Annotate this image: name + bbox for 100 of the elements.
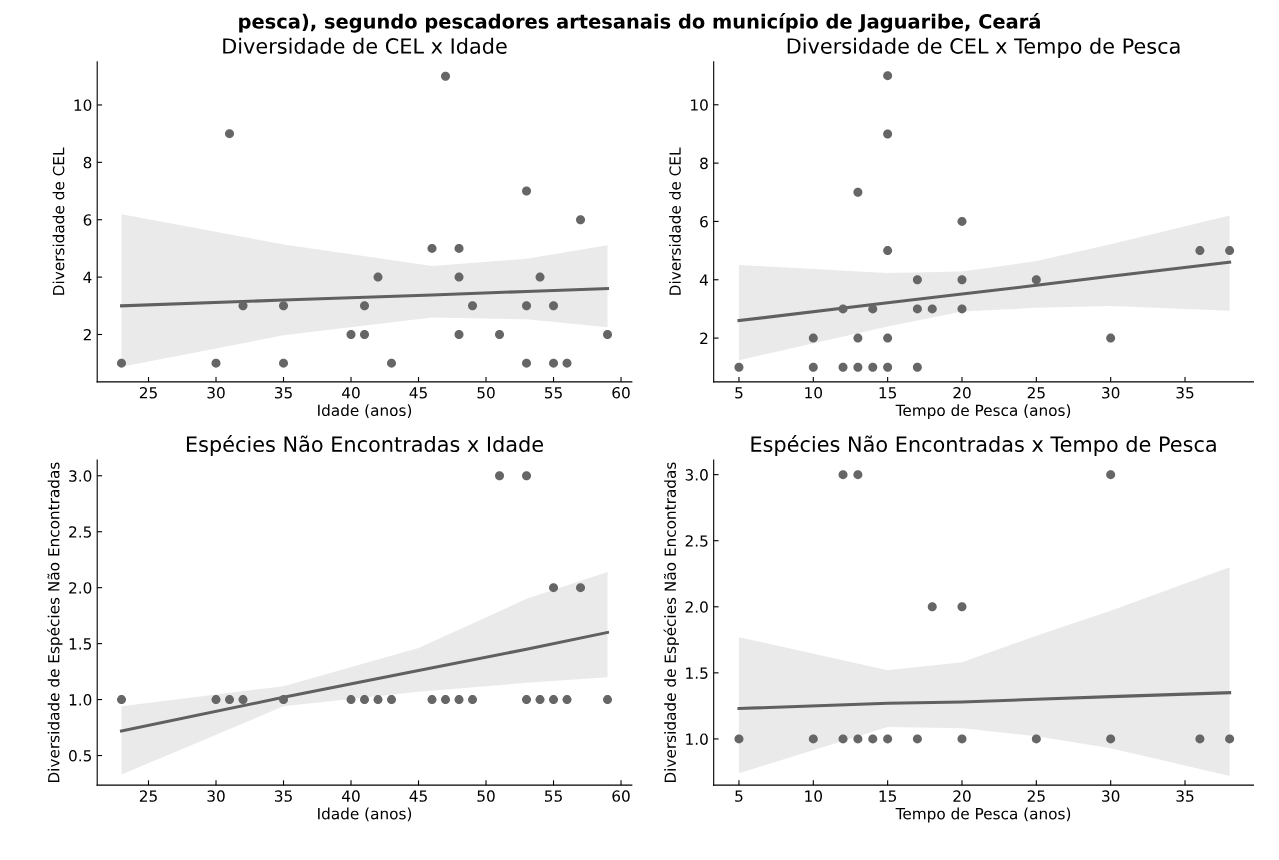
point xyxy=(238,695,248,705)
point xyxy=(883,333,893,343)
point xyxy=(522,471,532,481)
x-tick-label: 35 xyxy=(1176,386,1194,399)
point xyxy=(957,216,967,226)
x-tick-label: 25 xyxy=(1027,386,1045,399)
point xyxy=(603,330,613,339)
x-tick-label: 10 xyxy=(805,386,823,399)
y-axis-title: Diversidade de Espécies Não Encontradas xyxy=(663,462,679,783)
point xyxy=(441,71,451,81)
point xyxy=(1106,333,1116,343)
point xyxy=(468,301,478,311)
point xyxy=(360,695,370,705)
y-tick-label: 8 xyxy=(700,157,708,170)
point xyxy=(603,695,613,705)
point xyxy=(957,275,967,285)
y-tick-label: 2 xyxy=(83,328,91,341)
x-tick-label: 30 xyxy=(207,386,225,399)
point xyxy=(279,695,289,705)
point xyxy=(211,695,221,705)
point xyxy=(1195,734,1205,744)
point xyxy=(883,129,893,139)
point xyxy=(454,243,464,253)
x-tick-label: 30 xyxy=(1102,386,1120,399)
point xyxy=(454,330,464,339)
x-tick-label: 20 xyxy=(953,386,971,399)
point xyxy=(883,246,893,256)
y-tick-label: 2.5 xyxy=(69,526,92,538)
point xyxy=(225,695,235,705)
point xyxy=(853,333,863,343)
point xyxy=(225,129,235,139)
point xyxy=(808,734,818,744)
line-series xyxy=(737,691,1232,711)
text: pesca), segundo pescadores artesanais do município de Jaguaribe, Ceará xyxy=(239,12,1040,33)
x-tick-label: 25 xyxy=(1027,790,1045,802)
point xyxy=(1225,734,1235,744)
point xyxy=(562,695,572,705)
point xyxy=(853,734,863,744)
point xyxy=(576,583,586,593)
point xyxy=(868,304,878,314)
x-tick-label: 20 xyxy=(953,790,971,802)
point xyxy=(927,304,937,314)
point xyxy=(838,304,848,314)
point xyxy=(387,695,397,705)
point xyxy=(522,695,532,705)
point xyxy=(427,695,437,705)
y-axis-title: Diversidade de Espécies Não Encontradas xyxy=(47,462,63,783)
point xyxy=(576,215,586,225)
y-tick-label: 2.5 xyxy=(685,535,708,547)
y-tick-label: 3.0 xyxy=(69,470,92,482)
point xyxy=(549,583,559,593)
point xyxy=(279,301,289,311)
point xyxy=(883,362,893,372)
y-axis-title: Diversidade de CEL xyxy=(669,147,681,295)
point xyxy=(808,362,818,372)
x-tick-label: 15 xyxy=(879,790,897,802)
x-axis-title: Idade (anos) xyxy=(318,807,412,822)
point xyxy=(808,333,818,343)
point xyxy=(853,470,863,480)
point xyxy=(838,734,848,744)
point xyxy=(912,734,922,744)
point xyxy=(211,358,221,368)
point xyxy=(346,695,356,705)
point xyxy=(454,695,464,705)
chart-title: Espécies Não Encontradas x Idade xyxy=(186,435,543,457)
y-tick-label: 6 xyxy=(700,215,708,228)
x-tick-label: 25 xyxy=(139,790,157,802)
point xyxy=(1106,734,1116,744)
y-tick-label: 8 xyxy=(83,156,92,169)
point xyxy=(454,272,464,282)
x-tick-label: 30 xyxy=(207,790,225,802)
point xyxy=(387,358,397,368)
x-tick-label: 5 xyxy=(735,387,743,399)
x-tick-label: 35 xyxy=(274,386,292,399)
point xyxy=(957,304,967,314)
x-tick-label: 50 xyxy=(477,386,495,399)
y-tick-label: 1.0 xyxy=(686,733,708,745)
point xyxy=(117,695,127,705)
point xyxy=(495,330,505,339)
point xyxy=(522,186,532,196)
chart-title: Diversidade de CEL x Tempo de Pesca xyxy=(787,37,1180,58)
y-tick-label: 6 xyxy=(83,214,92,226)
point xyxy=(853,362,863,372)
point xyxy=(927,602,937,612)
y-tick-label: 2.0 xyxy=(69,582,92,594)
point xyxy=(1031,734,1041,744)
x-tick-label: 55 xyxy=(544,790,562,802)
point xyxy=(838,470,848,480)
y-tick-label: 10 xyxy=(691,99,708,111)
x-tick-label: 35 xyxy=(274,790,292,802)
point xyxy=(535,695,545,705)
y-tick-label: 0.5 xyxy=(69,749,92,762)
x-tick-label: 35 xyxy=(1176,790,1194,802)
x-tick-label: 40 xyxy=(342,790,360,802)
point xyxy=(734,734,744,744)
point xyxy=(279,358,289,368)
point xyxy=(912,304,922,314)
point xyxy=(868,734,878,744)
y-tick-label: 1.5 xyxy=(686,667,708,679)
point xyxy=(1225,246,1235,256)
